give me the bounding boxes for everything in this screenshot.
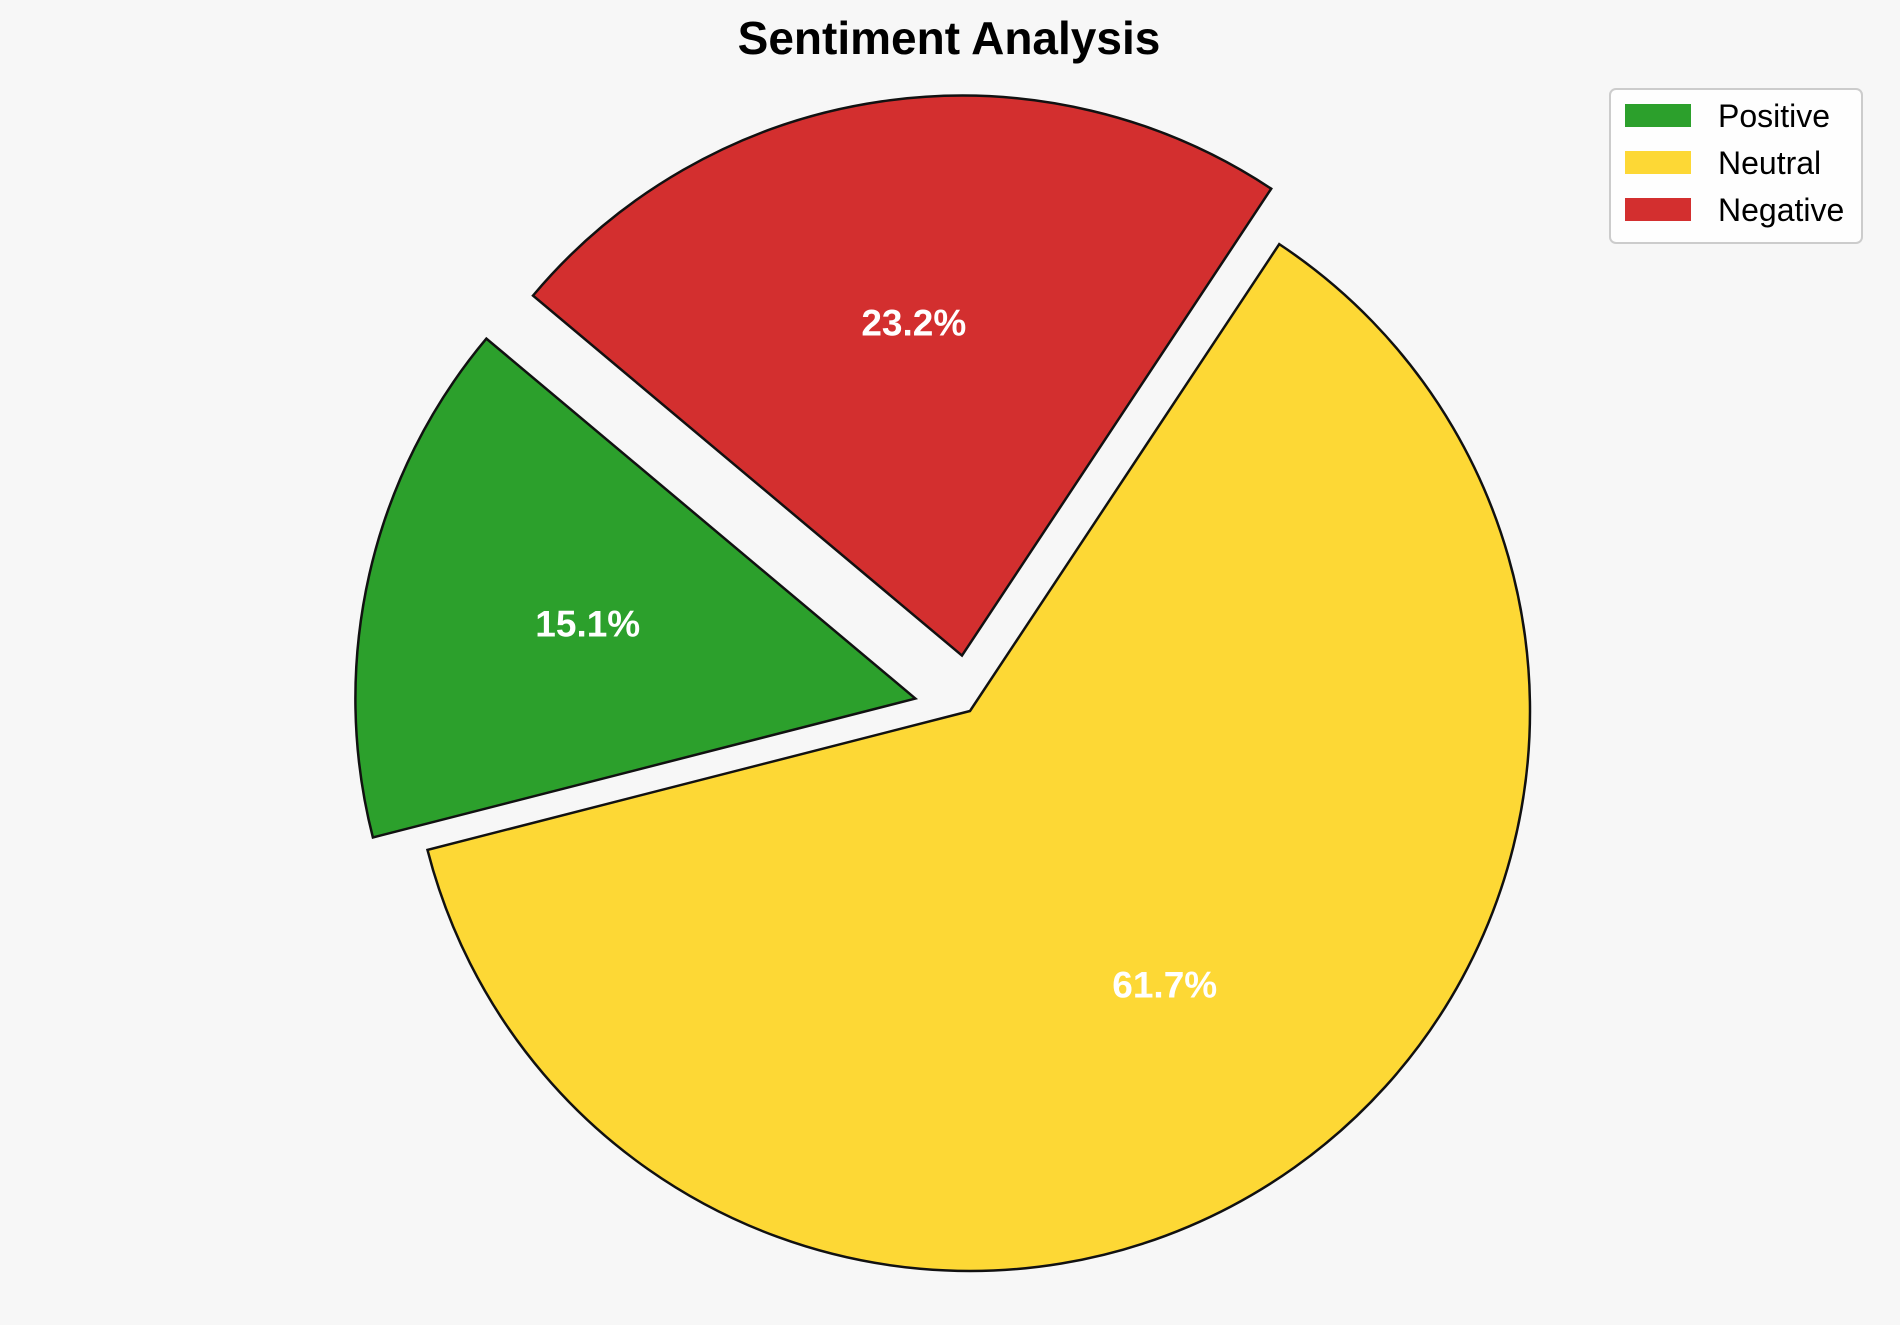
pie-slice-negative	[531, 94, 1273, 658]
legend-label-positive: Positive	[1718, 98, 1830, 134]
chart-title: Sentiment Analysis	[738, 12, 1161, 64]
pie-slice-positive	[354, 336, 919, 839]
pie-slices	[354, 94, 1532, 1273]
legend: Positive Neutral Negative	[1609, 88, 1863, 244]
legend-swatch-positive	[1625, 104, 1691, 127]
slice-label-negative: 23.2%	[861, 303, 966, 344]
legend-label-negative: Negative	[1718, 192, 1844, 228]
pie-slice-labels: 15.1% 61.7% 23.2%	[535, 303, 1217, 1006]
pie-slice-neutral	[425, 242, 1532, 1273]
slice-label-neutral: 61.7%	[1112, 964, 1217, 1005]
legend-swatch-negative	[1625, 198, 1691, 221]
slice-label-positive: 15.1%	[535, 604, 640, 645]
legend-swatch-neutral	[1625, 151, 1691, 174]
legend-label-neutral: Neutral	[1718, 145, 1821, 181]
